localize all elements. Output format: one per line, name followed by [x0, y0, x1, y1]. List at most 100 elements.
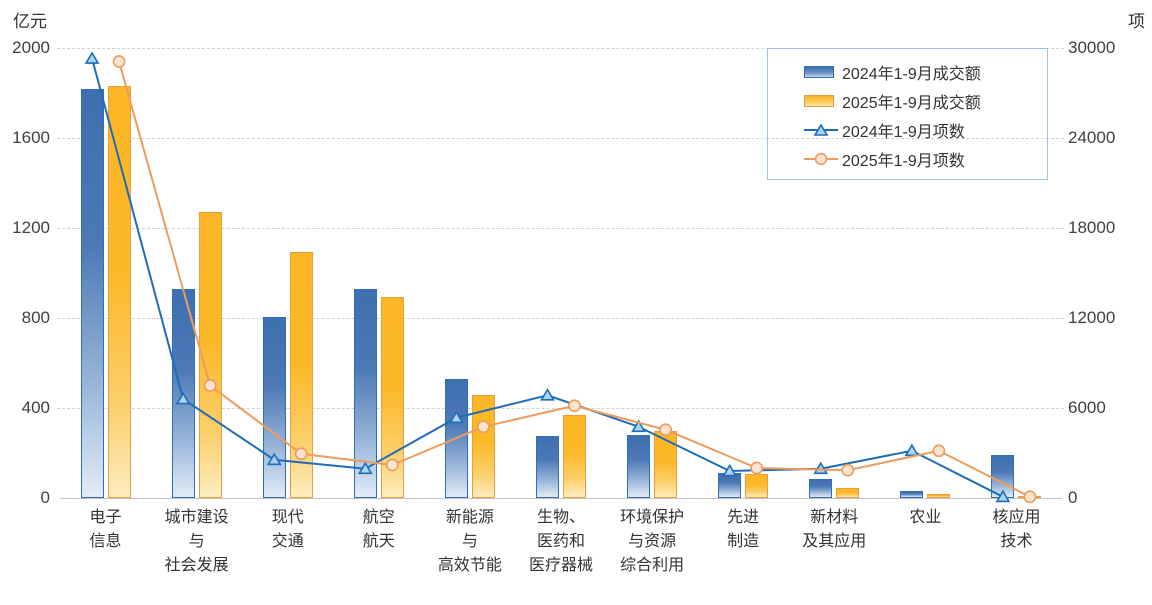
x-label-城市建设与社会发展: 城市建设与社会发展	[142, 506, 252, 578]
legend-swatch-2025-amount	[804, 94, 834, 107]
bar-2025-农业	[927, 493, 951, 498]
gridline-1200	[57, 228, 1064, 229]
x-label-新能源与高效节能: 新能源与高效节能	[415, 506, 525, 578]
x-label-line: 与资源	[628, 533, 677, 550]
legend-label-2025-count: 2025年1-9月项数	[842, 152, 965, 170]
x-label-line: 技术	[1000, 533, 1033, 550]
triangle-marker-生物、医药和医疗器械	[540, 388, 555, 401]
triangle-marker-核应用技术	[995, 489, 1011, 503]
line-series-layer	[84, 51, 1037, 504]
circle-marker-新能源与高效节能	[477, 420, 490, 434]
triangle-marker-先进制造	[722, 463, 738, 477]
x-label-line: 城市建设	[164, 509, 229, 526]
legend-swatch-2025-count	[804, 152, 838, 166]
circle-marker-新材料及其应用	[841, 463, 855, 477]
bar-2025-电子信息	[107, 86, 131, 498]
gridline-2000	[57, 48, 1064, 49]
circle-marker-现代交通	[294, 447, 308, 461]
legend-item-2024-amount: 2024年1-9月成交额	[804, 57, 1047, 86]
right-axis-unit-label: 项	[1128, 12, 1145, 31]
left-tick-800: 800	[21, 308, 50, 327]
x-label-生物、医药和医疗器械: 生物、医药和医疗器械	[506, 506, 616, 578]
gridline-1600	[57, 138, 1064, 139]
x-label-line: 电子	[89, 509, 122, 526]
triangle-marker-电子信息	[84, 51, 100, 64]
bar-2024-电子信息	[80, 88, 104, 498]
x-label-line: 高效节能	[437, 557, 502, 574]
bar-2024-新材料及其应用	[809, 478, 833, 498]
triangle-marker-农业	[904, 443, 920, 457]
right-tick-12000: 12000	[1068, 308, 1116, 327]
x-label-line: 现代	[271, 509, 304, 526]
legend-item-2025-amount: 2025年1-9月成交额	[804, 86, 1047, 115]
left-tick-1200: 1200	[12, 218, 50, 237]
x-label-line: 医疗器械	[528, 557, 593, 574]
legend-item-2025-count: 2025年1-9月项数	[804, 144, 1047, 173]
left-tick-1600: 1600	[12, 128, 50, 147]
bar-2025-生物、医药和医疗器械	[563, 414, 586, 498]
x-label-line: 生物、	[536, 509, 585, 526]
legend-label-2024-amount: 2024年1-9月成交额	[842, 65, 981, 83]
x-label-line: 航空	[362, 509, 395, 526]
legend: 2024年1-9月成交额 2025年1-9月成交额 2024年1-9月项数 20…	[767, 48, 1048, 180]
legend-swatch-2024-count	[804, 122, 838, 137]
left-axis-unit-label: 亿元	[13, 12, 47, 31]
bar-2024-农业	[900, 491, 924, 498]
bar-2025-新能源与高效节能	[471, 394, 495, 498]
legend-item-2024-count: 2024年1-9月项数	[804, 115, 1047, 144]
triangle-marker-航空航天	[357, 461, 373, 475]
triangle-marker-新材料及其应用	[813, 461, 829, 475]
legend-triangle-glyph	[804, 122, 838, 136]
legend-label-2024-count: 2024年1-9月项数	[842, 123, 965, 141]
left-tick-0: 0	[40, 488, 50, 507]
x-label-line: 综合利用	[620, 557, 685, 574]
legend-swatch-2024-amount	[804, 65, 834, 78]
gridline-800	[57, 318, 1064, 319]
x-label-line: 航天	[362, 533, 395, 550]
x-label-line: 医药和	[536, 533, 585, 550]
x-label-核应用技术: 核应用 技术	[961, 506, 1071, 554]
legend-circle-glyph	[804, 152, 838, 165]
x-label-line: 社会发展	[164, 557, 229, 574]
bar-2024-航空航天	[353, 288, 377, 498]
bar-2025-新材料及其应用	[836, 487, 860, 498]
triangle-marker-现代交通	[266, 452, 282, 466]
bar-2024-现代交通	[262, 316, 286, 498]
circle-marker-核应用技术	[1023, 490, 1037, 504]
x-label-先进制造: 先进 制造	[688, 506, 798, 554]
circle-marker-电子信息	[112, 55, 126, 68]
x-label-line: 与	[461, 533, 478, 550]
circle-marker-先进制造	[750, 461, 764, 475]
triangle-marker-环境保护与资源综合利用	[631, 419, 646, 433]
circle-marker-航空航天	[385, 458, 399, 472]
x-label-line: 新能源	[445, 509, 494, 526]
bar-2025-现代交通	[289, 251, 313, 498]
left-tick-400: 400	[21, 398, 50, 417]
x-label-line: 核应用	[992, 509, 1041, 526]
circle-marker-城市建设与社会发展	[203, 379, 217, 392]
legend-label-2025-amount: 2025年1-9月成交额	[842, 94, 981, 112]
right-tick-30000: 30000	[1068, 38, 1116, 57]
circle-marker-环境保护与资源综合利用	[659, 423, 672, 437]
bar-2024-环境保护与资源综合利用	[627, 435, 651, 498]
x-label-line: 农业	[909, 509, 942, 526]
plot-area	[57, 48, 1064, 504]
circle-marker-农业	[932, 444, 946, 458]
x-label-现代交通: 现代 交通	[233, 506, 343, 554]
x-label-电子信息: 电子 信息	[51, 506, 161, 554]
bar-2024-生物、医药和医疗器械	[536, 436, 559, 498]
x-label-line: 与	[188, 533, 205, 550]
x-label-环境保护与资源综合利用: 环境保护 与资源 综合利用	[597, 506, 707, 578]
x-label-航空航天: 航空 航天	[324, 506, 434, 554]
triangle-marker-城市建设与社会发展	[175, 391, 191, 405]
x-label-新材料及其应用: 新材料 及其应用	[779, 506, 889, 554]
bar-2025-航空航天	[380, 296, 404, 498]
bar-2025-先进制造	[745, 474, 769, 498]
x-label-line: 及其应用	[802, 533, 867, 550]
circle-marker-生物、医药和医疗器械	[568, 399, 581, 413]
x-label-line: 新材料	[810, 509, 859, 526]
right-tick-24000: 24000	[1068, 128, 1116, 147]
right-tick-6000: 6000	[1068, 398, 1106, 417]
triangle-marker-新能源与高效节能	[449, 410, 464, 424]
